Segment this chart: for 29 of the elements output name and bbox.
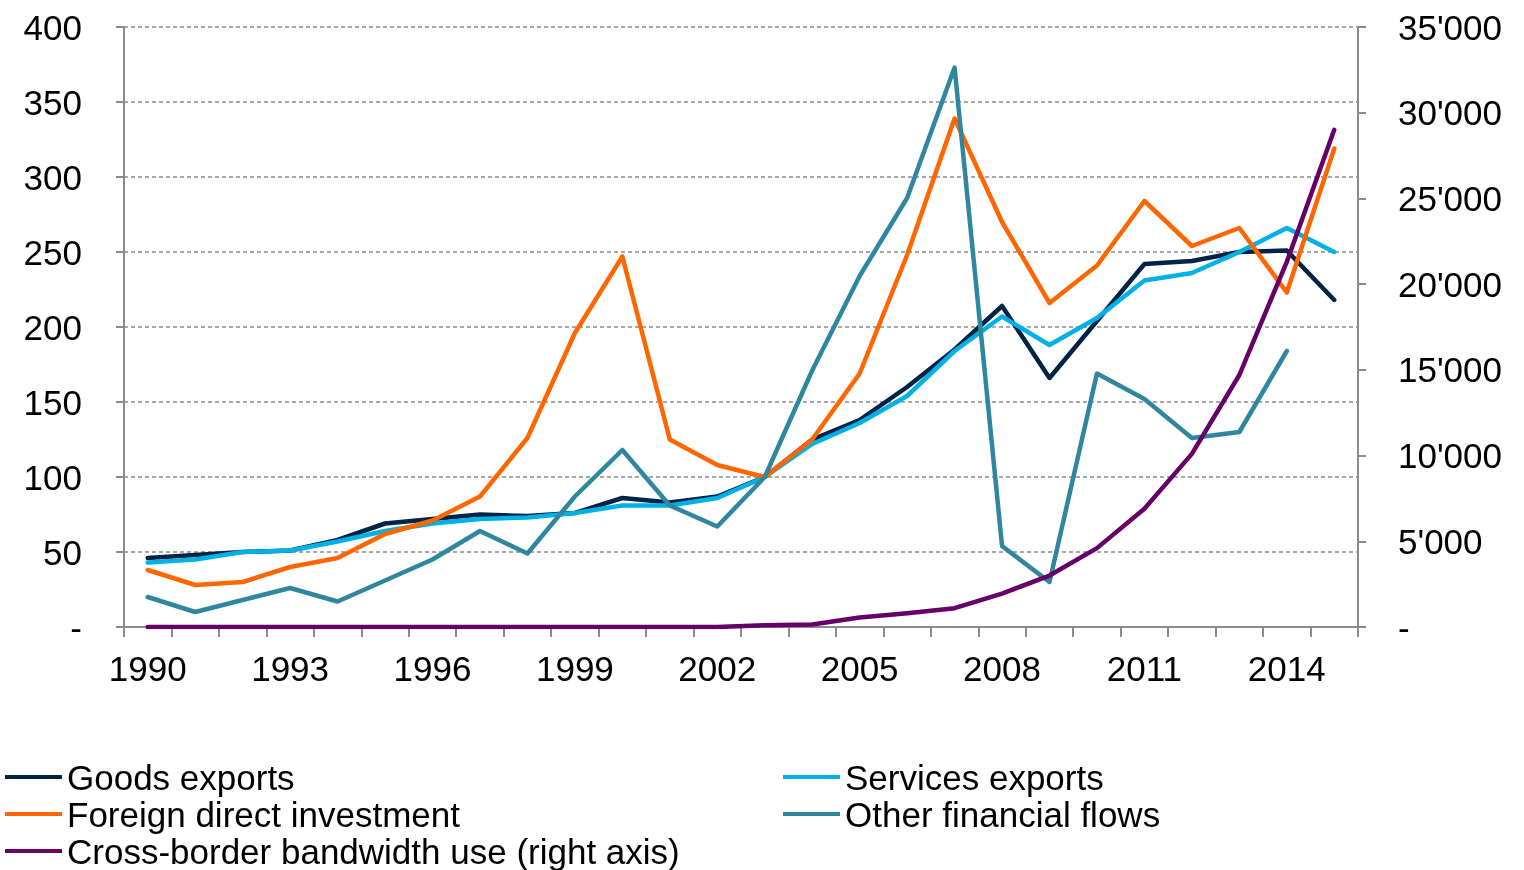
line-series: [145, 65, 1290, 615]
y-tick-label: 50: [43, 532, 82, 572]
y2-tick-label: 10'000: [1398, 436, 1503, 476]
legend-label: Goods exports: [67, 757, 295, 797]
y2-tick-label: 35'000: [1398, 7, 1503, 47]
y-tick-label: 150: [23, 382, 82, 422]
y-tick-label: 100: [23, 457, 82, 497]
x-tick-label: 2014: [1247, 649, 1326, 688]
x-tick-label: 1999: [535, 649, 614, 688]
y-tick-label: 250: [23, 232, 82, 272]
x-tick-label: 2011: [1106, 649, 1183, 688]
x-tick-label: 1993: [251, 649, 330, 688]
x-tick-label: 1996: [393, 649, 472, 688]
x-tick-label: 2002: [678, 649, 757, 688]
y-tick-label: 350: [23, 82, 82, 122]
y2-tick-label: 15'000: [1398, 350, 1503, 390]
y-tick-label: 400: [23, 7, 82, 47]
y-tick-label: -: [70, 607, 82, 647]
y2-tick-label: 25'000: [1398, 178, 1503, 218]
x-tick-label: 2005: [820, 649, 899, 688]
x-tick-label: 1990: [108, 649, 187, 688]
y2-tick-label: -: [1398, 607, 1410, 647]
y-tick-label: 200: [23, 307, 82, 347]
x-tick-label: 2008: [963, 649, 1041, 688]
y2-tick-label: 5'000: [1398, 521, 1483, 561]
y-tick-label: 300: [23, 157, 82, 197]
y2-tick-label: 20'000: [1398, 264, 1503, 304]
legend-label: Services exports: [845, 757, 1104, 797]
y2-tick-label: 30'000: [1398, 93, 1503, 133]
